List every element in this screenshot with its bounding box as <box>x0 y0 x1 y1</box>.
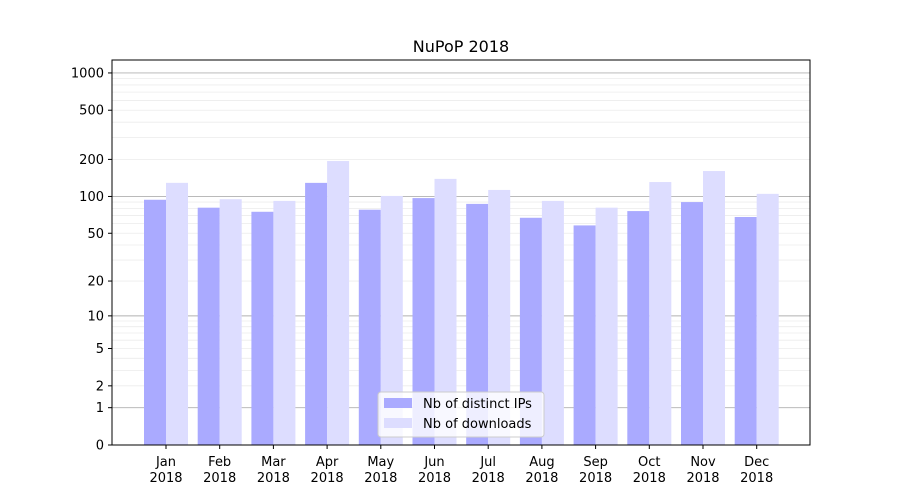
bar-downloads <box>219 199 242 445</box>
bar-downloads <box>273 200 296 445</box>
legend-box <box>377 391 545 438</box>
bar-distinct-ips <box>144 199 166 445</box>
x-tick-label: Jan 2018 <box>149 455 182 486</box>
y-tick-label: 100 <box>79 190 104 205</box>
y-tick-label: 1 <box>96 401 104 416</box>
bar-distinct-ips <box>466 203 489 445</box>
bar-downloads <box>649 182 672 445</box>
x-tick-label: Mar 2018 <box>257 455 290 486</box>
x-tick-label: Jun 2018 <box>418 455 451 486</box>
legend-label: Nb of downloads <box>423 417 532 432</box>
legend-swatch <box>384 418 412 428</box>
bar-downloads <box>166 182 188 445</box>
y-axis: 0 1 2 5 10 20 50 100 200 500 1000 <box>71 66 112 454</box>
x-tick-label: Jul 2018 <box>472 455 505 486</box>
y-tick-label: 1000 <box>71 66 104 81</box>
x-tick-label: May 2018 <box>364 455 397 486</box>
bar-downloads <box>327 161 350 445</box>
bar-distinct-ips <box>734 216 757 445</box>
x-axis: Jan 2018 Feb 2018 Mar 2018 Apr 2018 May 2018 Jun 20… <box>149 445 773 486</box>
y-tick-label: 200 <box>79 153 104 168</box>
bar-distinct-ips <box>197 207 220 445</box>
legend-swatch <box>384 398 412 408</box>
bar-downloads <box>703 171 725 445</box>
bar-downloads <box>595 207 618 445</box>
x-tick-label: Feb 2018 <box>203 455 236 486</box>
x-tick-label: Apr 2018 <box>311 455 344 486</box>
bar-distinct-ips <box>251 211 274 445</box>
bar-distinct-ips <box>358 209 381 445</box>
y-tick-label: 10 <box>87 309 104 324</box>
bars <box>144 161 779 445</box>
chart-title: NuPoP 2018 <box>413 37 509 56</box>
bar-distinct-ips <box>627 211 650 445</box>
y-tick-label: 50 <box>87 227 104 242</box>
bar-downloads <box>488 189 511 445</box>
x-tick-label: Aug 2018 <box>525 455 558 486</box>
x-tick-label: Dec 2018 <box>740 455 773 486</box>
y-tick-label: 5 <box>96 342 104 357</box>
x-tick-label: Oct 2018 <box>633 455 666 486</box>
x-tick-label: Nov 2018 <box>686 455 719 486</box>
x-tick-label: Sep 2018 <box>579 455 612 486</box>
legend-label: Nb of distinct IPs <box>423 397 532 412</box>
y-tick-label: 0 <box>96 439 104 454</box>
y-tick-label: 20 <box>87 275 104 290</box>
plot-frame <box>111 59 811 446</box>
bar-downloads <box>380 195 403 445</box>
bar-distinct-ips <box>573 225 596 445</box>
bar-distinct-ips <box>305 182 328 445</box>
y-tick-label: 2 <box>96 379 104 394</box>
bar-downloads <box>541 200 564 445</box>
bar-downloads <box>756 193 779 445</box>
bar-downloads <box>434 178 457 445</box>
legend: Nb of distinct IPs Nb of downloads <box>377 391 545 438</box>
y-tick-label: 500 <box>79 104 104 119</box>
bar-distinct-ips <box>412 198 435 445</box>
bar-distinct-ips <box>519 217 542 445</box>
bar-distinct-ips <box>681 202 703 445</box>
